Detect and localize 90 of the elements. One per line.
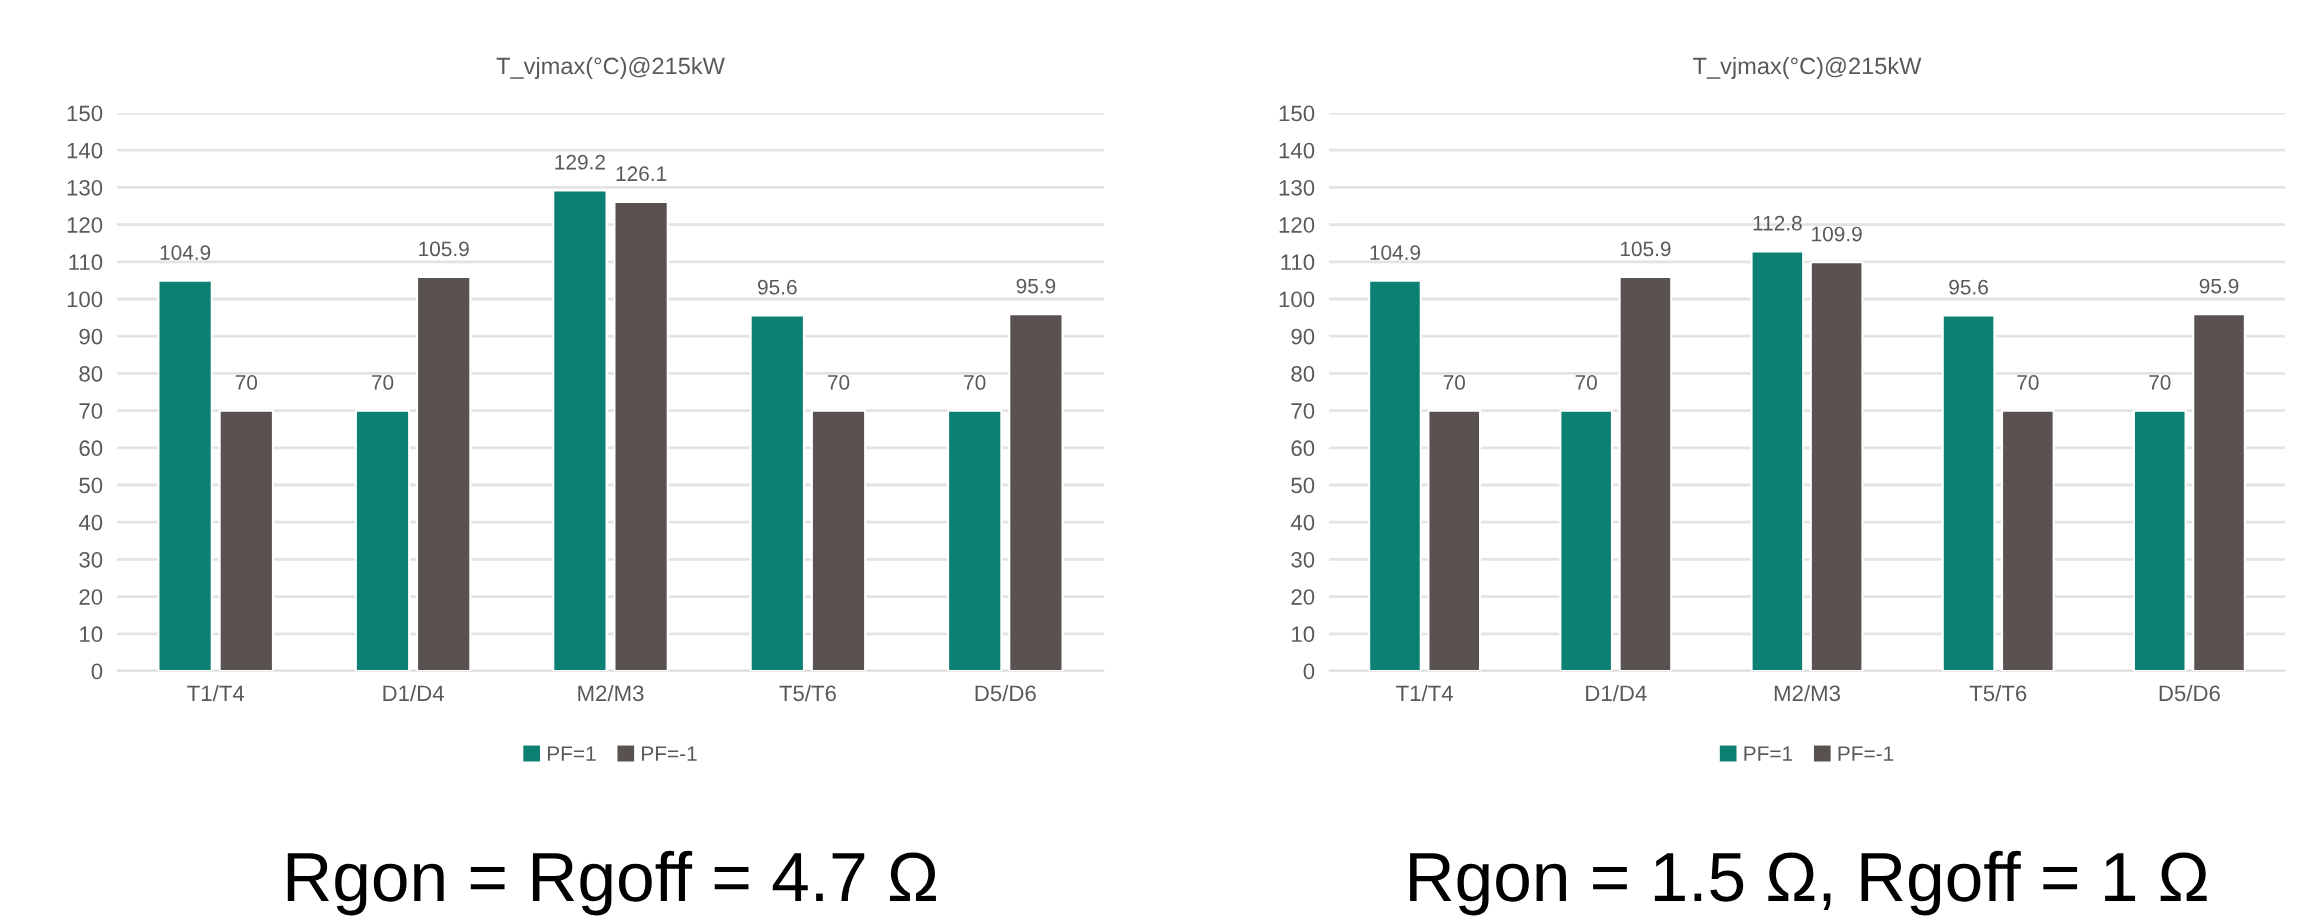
data-label: 70 (235, 375, 258, 390)
y-tick-label: 10 (80, 626, 103, 643)
y-tick-label: 140 (1279, 142, 1315, 159)
y-tick-label: 140 (67, 142, 103, 159)
legend-label: PF=-1 (642, 746, 697, 761)
bar (810, 409, 867, 671)
y-tick-label: 50 (1291, 477, 1315, 494)
text: Rgon = 1.5 Ω, Rgoff = 1 Ω (1410, 850, 2207, 916)
data-label: 104.9 (160, 245, 211, 260)
y-tick-label: 90 (1291, 328, 1315, 345)
y-tick-label: 20 (1291, 589, 1315, 605)
y-tick-label: 100 (1279, 291, 1315, 308)
bar (1618, 276, 1673, 671)
data-label: 112.8 (1753, 215, 1802, 231)
y-tick-label: 30 (1291, 551, 1315, 568)
y-tick-label: 100 (67, 291, 103, 308)
chart-title: T_vjmax(°C)@215kW (1693, 57, 1922, 80)
bar (2000, 409, 2055, 671)
y-tick-label: 130 (67, 179, 103, 196)
bar (2132, 409, 2187, 671)
y-tick-label: 40 (1290, 514, 1315, 531)
data-label: 70 (371, 375, 394, 390)
bar (218, 409, 274, 671)
x-tick-label: T1/T4 (1396, 684, 1453, 702)
data-label: 70 (1575, 375, 1597, 390)
bar (354, 409, 411, 671)
bar (1008, 313, 1064, 671)
y-tick-label: 70 (1291, 403, 1315, 419)
x-tick-label: D5/D6 (2159, 684, 2220, 702)
data-label: 105.9 (419, 241, 469, 257)
bar (416, 276, 472, 671)
x-tick-label: D1/D4 (383, 684, 444, 702)
bar (947, 409, 1003, 671)
data-label: 70 (827, 375, 850, 390)
data-label: 95.9 (1016, 278, 1056, 294)
legend-label: PF=1 (547, 746, 596, 761)
data-label: 104.9 (1370, 245, 1421, 260)
y-tick-label: 120 (67, 217, 103, 233)
chart-title: T_vjmax(°C)@215kW (496, 57, 725, 80)
bar (1809, 261, 1864, 671)
x-tick-label: T5/T6 (1969, 684, 2027, 702)
legend-label: PF=-1 (1838, 746, 1894, 761)
data-label: 129.2 (555, 154, 605, 170)
y-tick-label: 60 (1291, 440, 1315, 457)
x-tick-label: T1/T4 (187, 684, 245, 702)
y-tick-label: 30 (79, 551, 103, 568)
y-tick-label: 110 (69, 254, 103, 271)
x-tick-label: M2/M3 (578, 684, 644, 702)
y-tick-label: 150 (1279, 105, 1315, 122)
data-label: 95.6 (758, 279, 797, 295)
y-tick-label: 10 (1292, 626, 1315, 643)
y-tick-label: 0 (1303, 663, 1315, 680)
bar (1559, 409, 1614, 671)
y-tick-label: 40 (78, 514, 103, 531)
y-tick-label: 20 (79, 589, 103, 605)
x-tick-label: T5/T6 (779, 684, 836, 702)
y-tick-label: 80 (79, 365, 103, 382)
bar (1368, 279, 1422, 671)
y-tick-label: 80 (1291, 365, 1315, 382)
bar (157, 279, 213, 671)
x-tick-label: D5/D6 (975, 684, 1036, 702)
data-label: 95.6 (1949, 279, 1988, 295)
data-label: 70 (2149, 375, 2171, 390)
x-tick-label: D1/D4 (1586, 684, 1647, 702)
y-tick-label: 110 (1281, 254, 1315, 271)
bar (2192, 313, 2246, 671)
data-label: 70 (2017, 375, 2039, 390)
y-tick-label: 60 (79, 440, 103, 457)
data-label: 109.9 (1812, 226, 1862, 242)
bar (749, 314, 805, 671)
text: Rgon = Rgoff = 4.7 Ω (287, 850, 936, 916)
bar (1427, 409, 1482, 671)
data-label: 126.1 (616, 166, 667, 182)
y-tick-label: 130 (1279, 179, 1315, 196)
bar (1750, 250, 1805, 671)
legend-label: PF=1 (1744, 746, 1793, 761)
y-tick-label: 90 (79, 328, 103, 345)
y-tick-label: 0 (91, 663, 103, 680)
data-label: 95.9 (2199, 278, 2239, 294)
y-tick-label: 150 (67, 105, 103, 122)
y-tick-label: 50 (79, 477, 103, 494)
data-label: 70 (964, 375, 986, 390)
y-tick-label: 120 (1279, 217, 1315, 233)
bar (613, 200, 669, 671)
data-label: 70 (1443, 375, 1466, 390)
y-tick-label: 70 (79, 403, 103, 419)
x-tick-label: M2/M3 (1774, 684, 1840, 702)
bar (1941, 314, 1996, 671)
data-label: 105.9 (1620, 241, 1671, 257)
bar (552, 189, 608, 671)
